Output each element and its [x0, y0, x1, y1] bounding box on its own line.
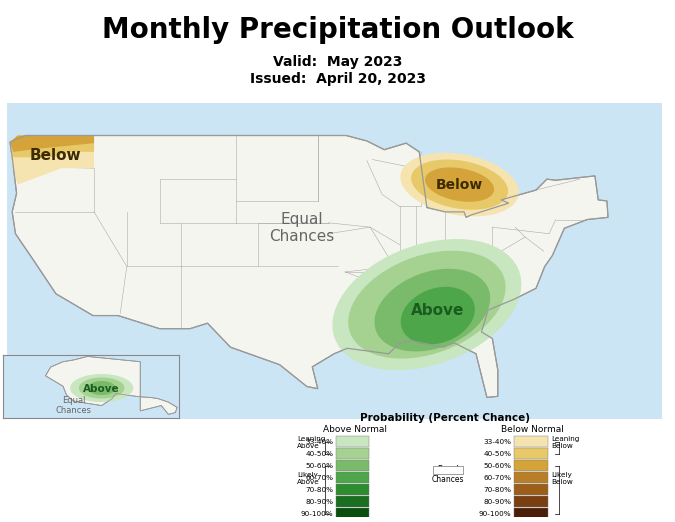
Bar: [336, 460, 369, 471]
Text: Likely
Above: Likely Above: [297, 472, 320, 485]
Polygon shape: [10, 136, 94, 157]
Polygon shape: [10, 136, 94, 152]
Polygon shape: [400, 153, 519, 217]
Text: Below: Below: [436, 177, 483, 192]
Polygon shape: [348, 251, 506, 359]
Text: 90-100%: 90-100%: [479, 511, 512, 517]
Text: Equal
Chances: Equal Chances: [431, 465, 464, 484]
Text: Equal
Chances: Equal Chances: [269, 212, 334, 244]
Text: Above: Above: [411, 303, 464, 317]
Text: 40-50%: 40-50%: [305, 450, 333, 457]
Bar: [514, 508, 547, 519]
Text: 33-40%: 33-40%: [483, 438, 512, 445]
Text: Monthly Precipitation Outlook: Monthly Precipitation Outlook: [102, 16, 573, 44]
Polygon shape: [411, 160, 508, 210]
Bar: [514, 436, 547, 447]
Text: 50-60%: 50-60%: [305, 462, 333, 469]
Polygon shape: [79, 377, 124, 399]
Bar: [336, 496, 369, 507]
Bar: [336, 508, 369, 519]
Text: 70-80%: 70-80%: [483, 487, 512, 493]
Text: 90-100%: 90-100%: [301, 511, 333, 517]
Polygon shape: [70, 374, 133, 402]
Text: Leaning
Below: Leaning Below: [551, 436, 580, 449]
Text: 50-60%: 50-60%: [483, 462, 512, 469]
Polygon shape: [140, 397, 177, 414]
Text: Equal
Chances: Equal Chances: [55, 396, 92, 416]
Bar: [514, 448, 547, 459]
Text: Valid:  May 2023: Valid: May 2023: [273, 55, 402, 69]
Text: Above Normal: Above Normal: [323, 425, 387, 434]
Text: Probability (Percent Chance): Probability (Percent Chance): [360, 413, 531, 423]
Polygon shape: [333, 239, 521, 370]
Text: Above: Above: [83, 384, 120, 394]
Text: Issued:  April 20, 2023: Issued: April 20, 2023: [250, 72, 425, 86]
Text: Likely
Below: Likely Below: [551, 472, 573, 485]
Text: Leaning
Above: Leaning Above: [297, 436, 325, 449]
Text: 33-40%: 33-40%: [305, 438, 333, 445]
Text: 60-70%: 60-70%: [483, 474, 512, 481]
Bar: [514, 460, 547, 471]
Polygon shape: [425, 168, 494, 202]
Bar: [514, 496, 547, 507]
Text: 70-80%: 70-80%: [305, 487, 333, 493]
Bar: [336, 448, 369, 459]
Bar: [433, 466, 462, 474]
Polygon shape: [401, 287, 475, 345]
Bar: [514, 484, 547, 495]
Polygon shape: [375, 269, 490, 351]
Bar: [514, 472, 547, 483]
Text: 80-90%: 80-90%: [305, 499, 333, 505]
Bar: [336, 472, 369, 483]
Bar: [336, 436, 369, 447]
Bar: [336, 484, 369, 495]
Polygon shape: [88, 381, 115, 395]
Text: 60-70%: 60-70%: [305, 474, 333, 481]
Text: 40-50%: 40-50%: [483, 450, 512, 457]
Text: 80-90%: 80-90%: [483, 499, 512, 505]
Polygon shape: [10, 136, 608, 397]
Text: Below: Below: [30, 148, 82, 163]
Polygon shape: [45, 357, 140, 406]
Polygon shape: [10, 136, 94, 185]
Text: Below Normal: Below Normal: [502, 425, 564, 434]
